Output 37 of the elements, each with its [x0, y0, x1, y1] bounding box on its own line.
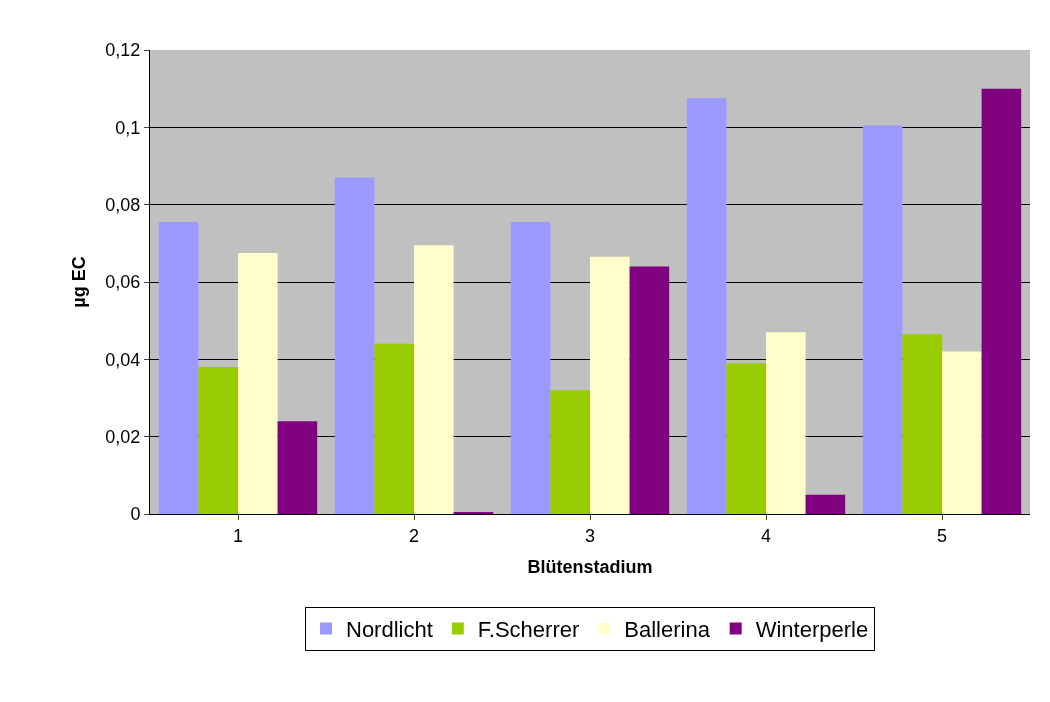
bar	[238, 253, 278, 514]
x-tick-label: 3	[584, 525, 596, 546]
bar	[805, 494, 846, 514]
legend-label: F.Scherrer	[477, 617, 580, 643]
bar	[942, 351, 982, 514]
bar	[414, 245, 454, 514]
y-tick-label: 0,02	[105, 426, 141, 447]
bar	[590, 256, 630, 514]
bar	[686, 98, 727, 514]
legend-label: Winterperle	[755, 617, 869, 643]
bar	[158, 222, 199, 514]
y-tick-label: 0,1	[115, 117, 141, 138]
x-tick-label: 5	[936, 525, 948, 546]
bar	[334, 177, 375, 514]
bar	[629, 266, 670, 514]
y-tick-label: 0,04	[105, 349, 141, 370]
bar	[550, 390, 590, 514]
legend-label: Ballerina	[624, 617, 711, 643]
x-tick-label: 2	[408, 525, 420, 546]
bar	[902, 334, 942, 514]
y-tick-label: 0,12	[105, 40, 141, 61]
bar	[198, 367, 238, 514]
bar	[766, 332, 806, 514]
x-axis-title: Blütenstadium	[527, 556, 653, 577]
bar	[374, 343, 414, 514]
x-tick-label: 1	[232, 525, 244, 546]
bar	[862, 125, 903, 514]
x-tick-label: 4	[760, 525, 772, 546]
y-tick-label: 0,06	[105, 272, 141, 293]
y-axis-title: µg EC	[68, 256, 89, 308]
y-tick-label: 0,08	[105, 194, 141, 215]
y-tick-label: 0	[130, 504, 141, 525]
bar	[277, 421, 318, 514]
bar	[726, 363, 766, 514]
legend-label: Nordlicht	[346, 617, 433, 643]
bar	[510, 222, 551, 514]
bar	[981, 88, 1022, 514]
